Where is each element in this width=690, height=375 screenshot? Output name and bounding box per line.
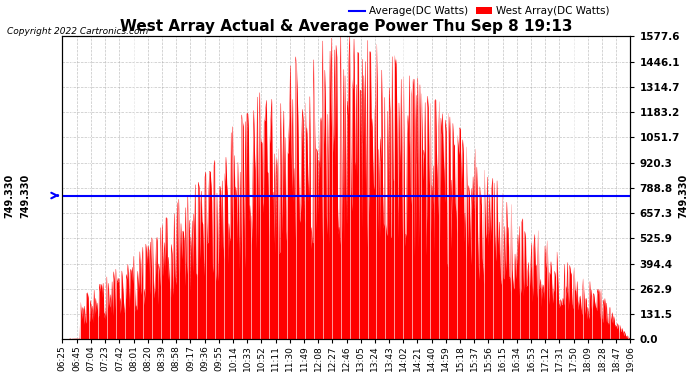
- Legend: Average(DC Watts), West Array(DC Watts): Average(DC Watts), West Array(DC Watts): [345, 2, 614, 21]
- Text: Copyright 2022 Cartronics.com: Copyright 2022 Cartronics.com: [7, 27, 148, 36]
- Title: West Array Actual & Average Power Thu Sep 8 19:13: West Array Actual & Average Power Thu Se…: [120, 19, 573, 34]
- Text: 749.330: 749.330: [4, 173, 14, 217]
- Text: 749.330: 749.330: [679, 173, 689, 217]
- Text: 749.330: 749.330: [21, 173, 30, 217]
